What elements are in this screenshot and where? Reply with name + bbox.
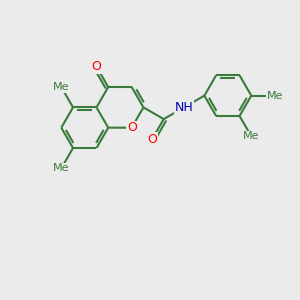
Text: Me: Me (266, 91, 283, 100)
Text: Me: Me (53, 163, 70, 173)
Text: O: O (92, 60, 101, 73)
Text: Me: Me (243, 131, 260, 141)
Text: Me: Me (53, 82, 70, 92)
Text: NH: NH (175, 101, 194, 114)
Text: O: O (147, 133, 157, 146)
Text: O: O (127, 121, 136, 134)
